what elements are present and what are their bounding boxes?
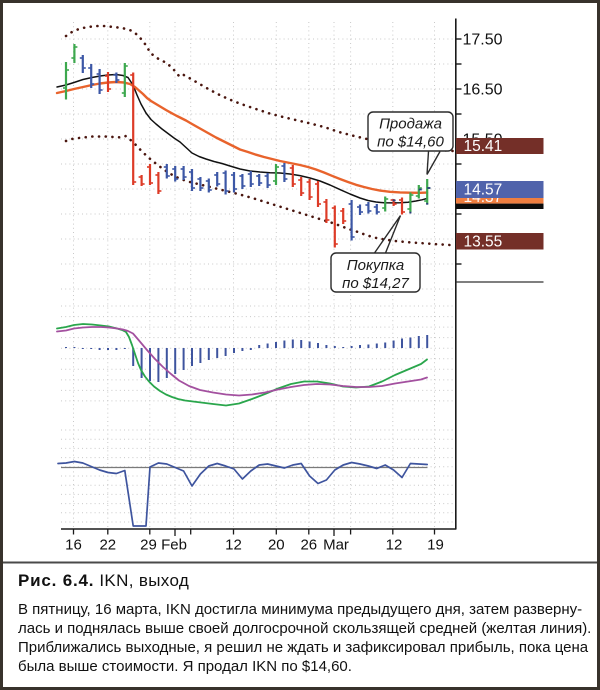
svg-text:15.41: 15.41 bbox=[464, 138, 503, 155]
svg-text:13.55: 13.55 bbox=[464, 234, 503, 251]
svg-text:20: 20 bbox=[268, 537, 285, 554]
svg-text:14.37: 14.37 bbox=[464, 189, 503, 206]
svg-text:Mar: Mar bbox=[323, 537, 349, 554]
svg-text:по $14,60: по $14,60 bbox=[377, 133, 444, 150]
svg-text:17.50: 17.50 bbox=[463, 32, 503, 49]
svg-text:Feb: Feb bbox=[161, 537, 187, 554]
svg-text:Покупка: Покупка bbox=[347, 257, 404, 274]
svg-text:12: 12 bbox=[386, 537, 403, 554]
svg-text:26: 26 bbox=[300, 537, 317, 554]
svg-text:16.50: 16.50 bbox=[463, 82, 503, 99]
svg-text:14.57: 14.57 bbox=[464, 182, 503, 199]
svg-text:Продажа: Продажа bbox=[379, 116, 442, 133]
svg-text:по $14,27: по $14,27 bbox=[342, 275, 409, 292]
svg-text:16: 16 bbox=[65, 537, 82, 554]
svg-text:12: 12 bbox=[225, 537, 242, 554]
svg-text:22: 22 bbox=[99, 537, 116, 554]
svg-text:29: 29 bbox=[140, 537, 157, 554]
svg-text:19: 19 bbox=[427, 537, 444, 554]
